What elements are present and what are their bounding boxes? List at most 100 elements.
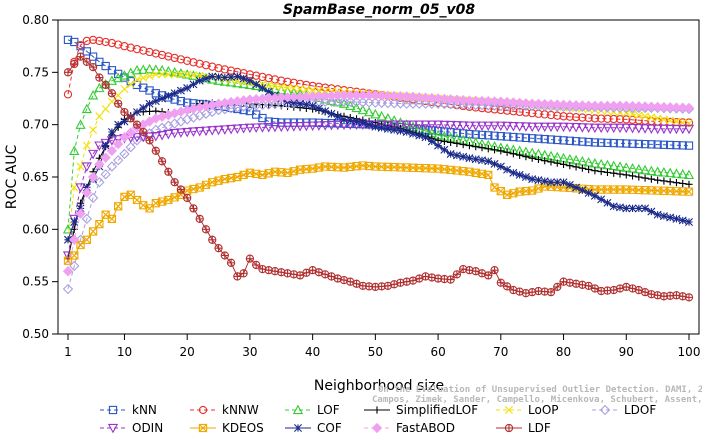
point-odin <box>476 121 488 132</box>
point-odin <box>81 162 92 172</box>
point-cof <box>321 107 330 116</box>
point-cof <box>183 84 192 93</box>
point-loop <box>277 82 286 91</box>
point-cof <box>371 122 380 131</box>
point-cof <box>164 91 173 100</box>
point-odin <box>602 123 613 134</box>
point-cof <box>459 152 468 161</box>
point-cof <box>452 151 461 160</box>
point-ldf <box>239 269 248 278</box>
x-tick-label: 80 <box>556 345 571 359</box>
point-fastabod <box>508 97 519 108</box>
point-ldof <box>100 169 111 180</box>
point-loop <box>308 86 317 95</box>
point-simplifiedlof <box>553 159 561 167</box>
point-loop <box>158 70 167 79</box>
point-cof <box>471 155 480 164</box>
point-ldf <box>95 73 104 82</box>
point-odin <box>470 121 481 132</box>
point-cof <box>440 145 449 154</box>
point-loop <box>145 72 154 81</box>
point-knn <box>88 52 98 61</box>
chart-title: SpamBase_norm_05_v08 <box>283 2 476 18</box>
point-ldf <box>208 235 217 244</box>
point-knnw <box>283 77 292 86</box>
point-lof <box>621 162 632 172</box>
point-knnw <box>295 79 305 88</box>
point-knn <box>101 61 110 71</box>
point-cof <box>107 128 116 136</box>
watermark-line-2: Campos, Zimek, Sander, Campello, Micenko… <box>372 394 702 405</box>
legend-label: LoOP <box>528 403 559 417</box>
point-simplifiedlof <box>478 144 486 152</box>
point-ldf <box>114 99 123 108</box>
point-kdeos <box>88 227 98 236</box>
point-knnw <box>76 40 85 50</box>
point-knn <box>659 140 669 149</box>
point-knnw <box>183 56 192 65</box>
point-knnw <box>553 111 562 120</box>
point-simplifiedlof <box>635 173 643 181</box>
point-odin <box>508 121 519 132</box>
point-cof <box>133 108 141 117</box>
point-knn <box>534 134 543 143</box>
point-ldf <box>245 254 255 263</box>
point-fastabod <box>113 138 124 150</box>
point-lof <box>608 160 619 171</box>
line-knn <box>67 39 690 147</box>
point-ldf <box>139 127 148 137</box>
point-lof <box>376 110 387 121</box>
point-cof <box>158 94 167 103</box>
point-odin <box>533 122 544 133</box>
series-fastabod <box>62 90 695 277</box>
point-odin <box>182 127 193 138</box>
point-knn <box>502 132 512 141</box>
point-cof <box>377 123 386 132</box>
point-loop <box>296 84 305 93</box>
point-lof <box>345 100 356 110</box>
point-simplifiedlof <box>503 148 511 156</box>
point-loop <box>164 70 173 79</box>
point-odin <box>539 122 550 133</box>
point-simplifiedlof <box>572 163 580 171</box>
point-cof <box>666 213 675 222</box>
point-fastabod <box>407 91 419 103</box>
point-cof <box>465 154 474 163</box>
point-lof <box>602 159 613 170</box>
legend-marker <box>198 423 208 433</box>
point-knn <box>427 126 436 135</box>
y-tick-label: 0.65 <box>22 170 49 184</box>
point-cof <box>616 203 624 212</box>
point-ldof <box>81 213 92 225</box>
point-knnw <box>132 44 142 54</box>
point-lof <box>131 64 143 75</box>
point-cof <box>101 141 110 150</box>
point-cof <box>503 165 512 174</box>
point-ldf <box>490 266 499 275</box>
point-odin <box>683 124 695 135</box>
point-odin <box>326 120 337 131</box>
point-cof <box>559 178 568 187</box>
point-ldof <box>62 283 74 295</box>
point-knnw <box>151 49 160 58</box>
point-knnw <box>139 46 148 55</box>
point-loop <box>95 112 104 121</box>
point-simplifiedlof <box>541 157 549 165</box>
point-odin <box>244 123 256 134</box>
axis-ticks: 1 10 20 30 40 50 60 70 80 90 100 0.50 0.55 0.60 0.65 0.… <box>22 13 700 359</box>
point-ldf <box>546 287 556 297</box>
point-simplifiedlof <box>472 143 480 151</box>
point-odin <box>163 129 174 140</box>
point-ldf <box>189 204 198 213</box>
point-odin <box>94 141 105 151</box>
point-simplifiedlof <box>597 167 605 176</box>
point-odin <box>313 121 325 131</box>
point-odin <box>596 123 607 134</box>
point-ldf <box>82 57 91 67</box>
point-cof <box>145 99 154 108</box>
point-knnw <box>63 90 73 99</box>
point-odin <box>175 128 187 138</box>
legend-item-lof: LOF <box>285 403 340 417</box>
point-loop <box>302 85 311 94</box>
point-simplifiedlof <box>522 153 530 161</box>
